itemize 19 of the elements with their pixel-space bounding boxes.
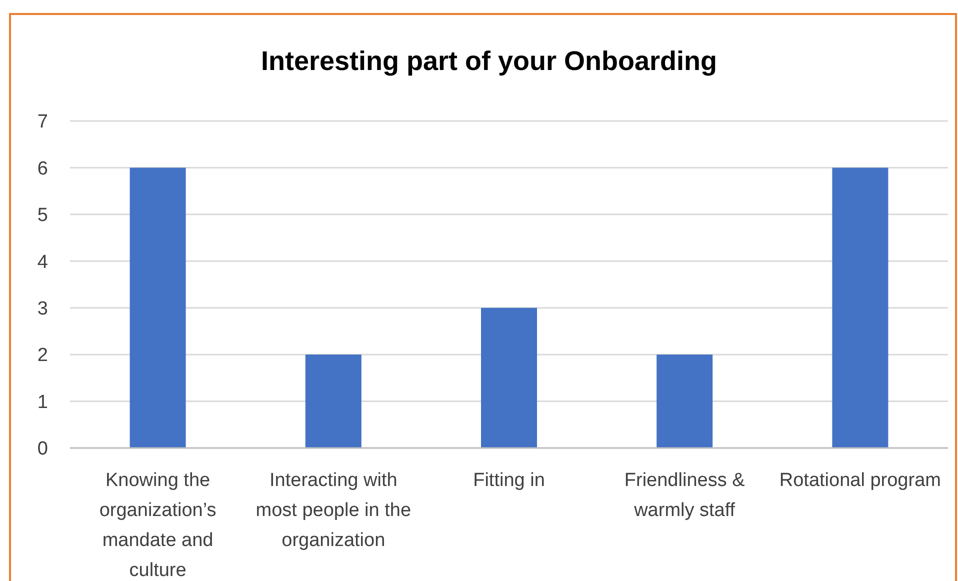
x-tick-label: Fitting in	[473, 470, 545, 491]
y-tick-label: 7	[37, 112, 48, 133]
x-tick-label: Interacting with most people in the organization	[256, 470, 412, 551]
chart-title: Interesting part of your Onboarding	[260, 46, 718, 76]
y-tick-label: 4	[37, 252, 48, 273]
bar	[305, 354, 362, 448]
bar	[130, 168, 186, 448]
bar	[656, 354, 713, 448]
y-tick-label: 1	[37, 392, 48, 413]
y-tick-label: 6	[37, 158, 48, 180]
bar	[481, 308, 537, 448]
y-tick-label: 2	[37, 345, 48, 366]
y-tick-label: 0	[37, 438, 48, 460]
y-tick-label: 5	[37, 205, 48, 226]
bar	[832, 168, 888, 448]
x-tick-label: Knowing the organization’s mandate and culture	[99, 470, 216, 581]
x-tick-label: Friendliness & warmly staff	[624, 470, 746, 521]
x-tick-label: Rotational program	[779, 470, 941, 491]
y-tick-label: 3	[37, 298, 48, 320]
